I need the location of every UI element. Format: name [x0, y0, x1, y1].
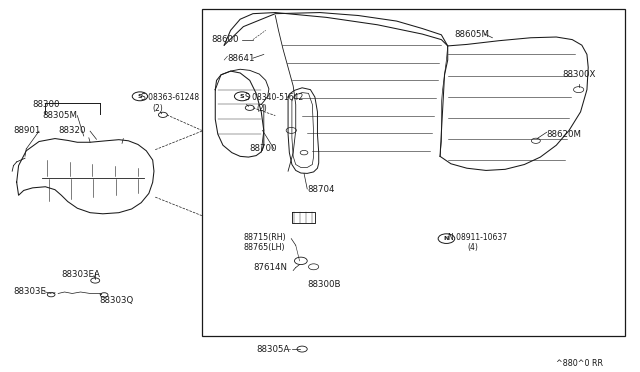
Text: 88765(LH): 88765(LH): [243, 243, 285, 251]
Text: 88320: 88320: [58, 126, 86, 135]
Text: (4): (4): [467, 243, 477, 251]
Text: 88620M: 88620M: [547, 129, 582, 139]
Text: 88303E: 88303E: [13, 287, 47, 296]
Text: 88303Q: 88303Q: [100, 296, 134, 305]
Text: 88300X: 88300X: [563, 70, 596, 79]
Text: 88700: 88700: [250, 144, 277, 153]
Text: 88704: 88704: [307, 185, 335, 194]
Text: S: S: [138, 94, 142, 99]
Text: (2): (2): [153, 104, 163, 113]
Text: 88641: 88641: [227, 54, 255, 62]
Bar: [202, 9, 625, 336]
Text: N 08911-10637: N 08911-10637: [448, 233, 507, 243]
Text: S 08340-51642: S 08340-51642: [244, 93, 303, 102]
Text: N: N: [444, 236, 449, 241]
Text: 88715(RH): 88715(RH): [243, 233, 286, 243]
Text: 87614N: 87614N: [253, 263, 287, 272]
Text: S 08363-61248: S 08363-61248: [141, 93, 199, 102]
Text: 88901: 88901: [13, 126, 41, 135]
Text: ^880^0 RR: ^880^0 RR: [556, 359, 604, 368]
Text: 88300B: 88300B: [307, 280, 340, 289]
Text: 88605M: 88605M: [454, 29, 489, 39]
Text: 88305M: 88305M: [42, 111, 77, 120]
Text: 88305A: 88305A: [256, 344, 289, 353]
Text: 88303EA: 88303EA: [61, 270, 100, 279]
Text: S: S: [240, 94, 244, 99]
Text: (2): (2): [256, 104, 267, 113]
Text: 88300: 88300: [33, 100, 60, 109]
Text: 88600: 88600: [211, 35, 239, 44]
